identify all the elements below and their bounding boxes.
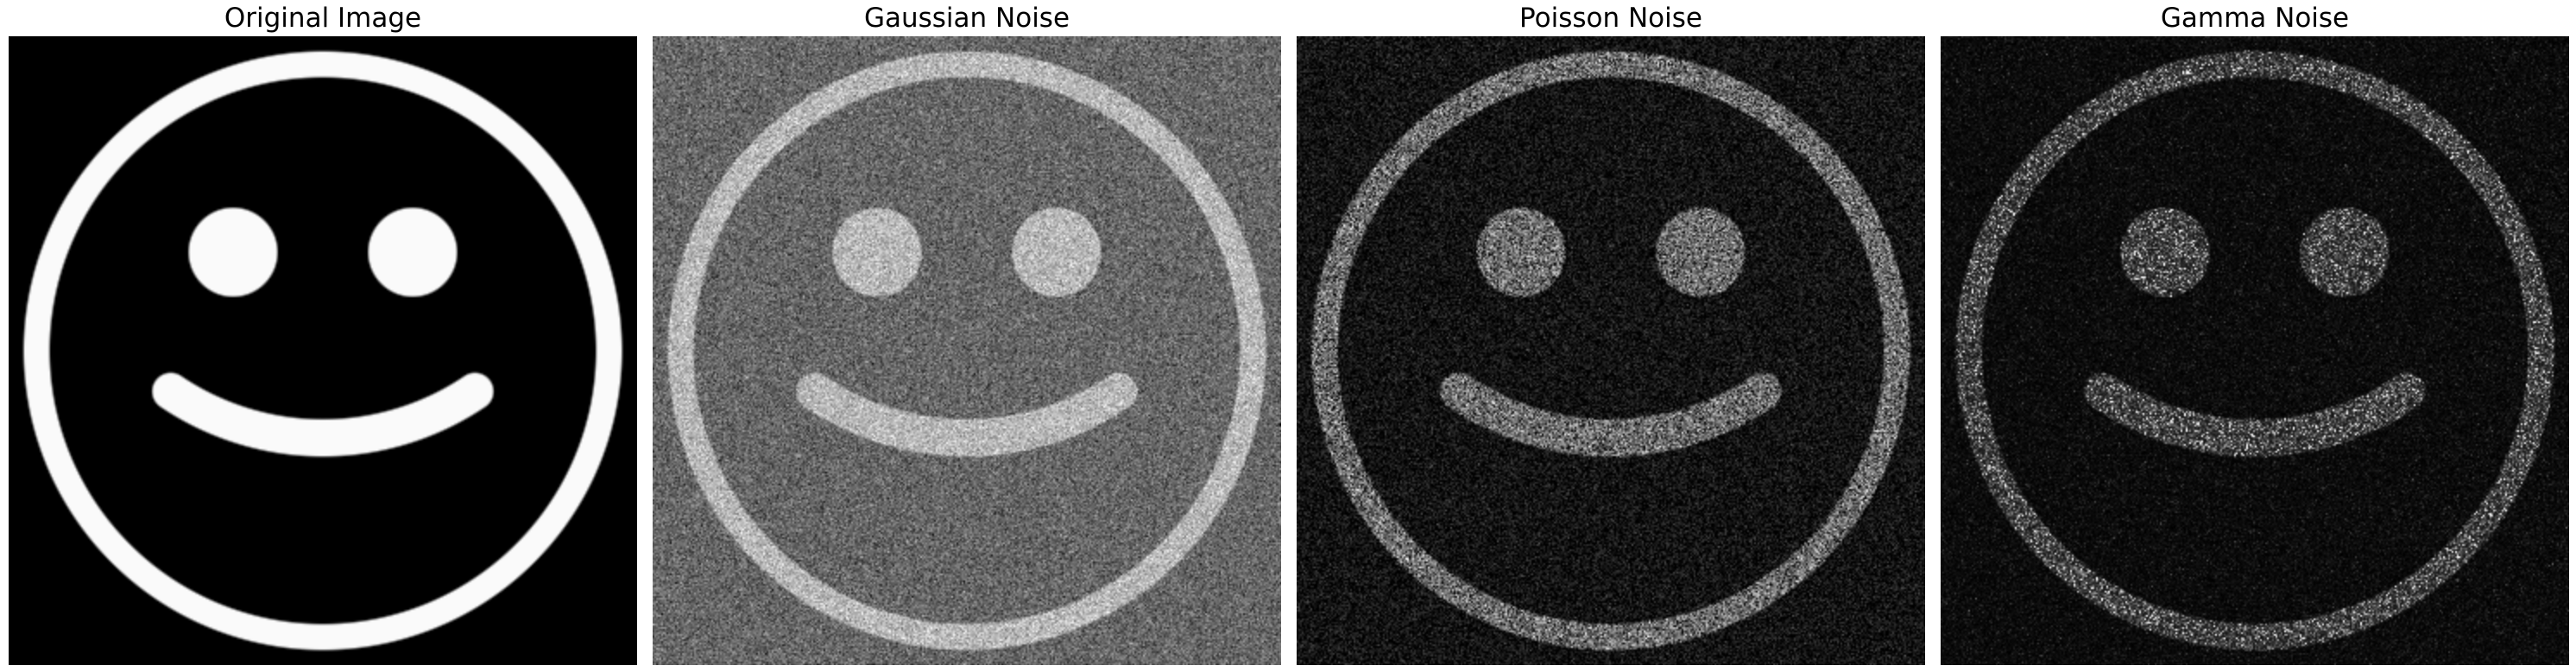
panel-gaussian-noise: Gaussian Noise <box>653 0 1281 672</box>
panel-title: Gamma Noise <box>2160 3 2350 34</box>
panel-title: Poisson Noise <box>1519 3 1702 34</box>
panel-title: Gaussian Noise <box>863 3 1070 34</box>
poisson-noise-smiley-image <box>1297 36 1925 665</box>
panel-gamma-noise: Gamma Noise <box>1941 0 2569 672</box>
gaussian-noise-smiley-image <box>653 36 1281 665</box>
original-smiley-image <box>9 36 637 665</box>
panel-poisson-noise: Poisson Noise <box>1297 0 1925 672</box>
panel-original-image: Original Image <box>9 0 637 672</box>
panel-title: Original Image <box>224 3 422 34</box>
gamma-noise-smiley-image <box>1941 36 2569 665</box>
